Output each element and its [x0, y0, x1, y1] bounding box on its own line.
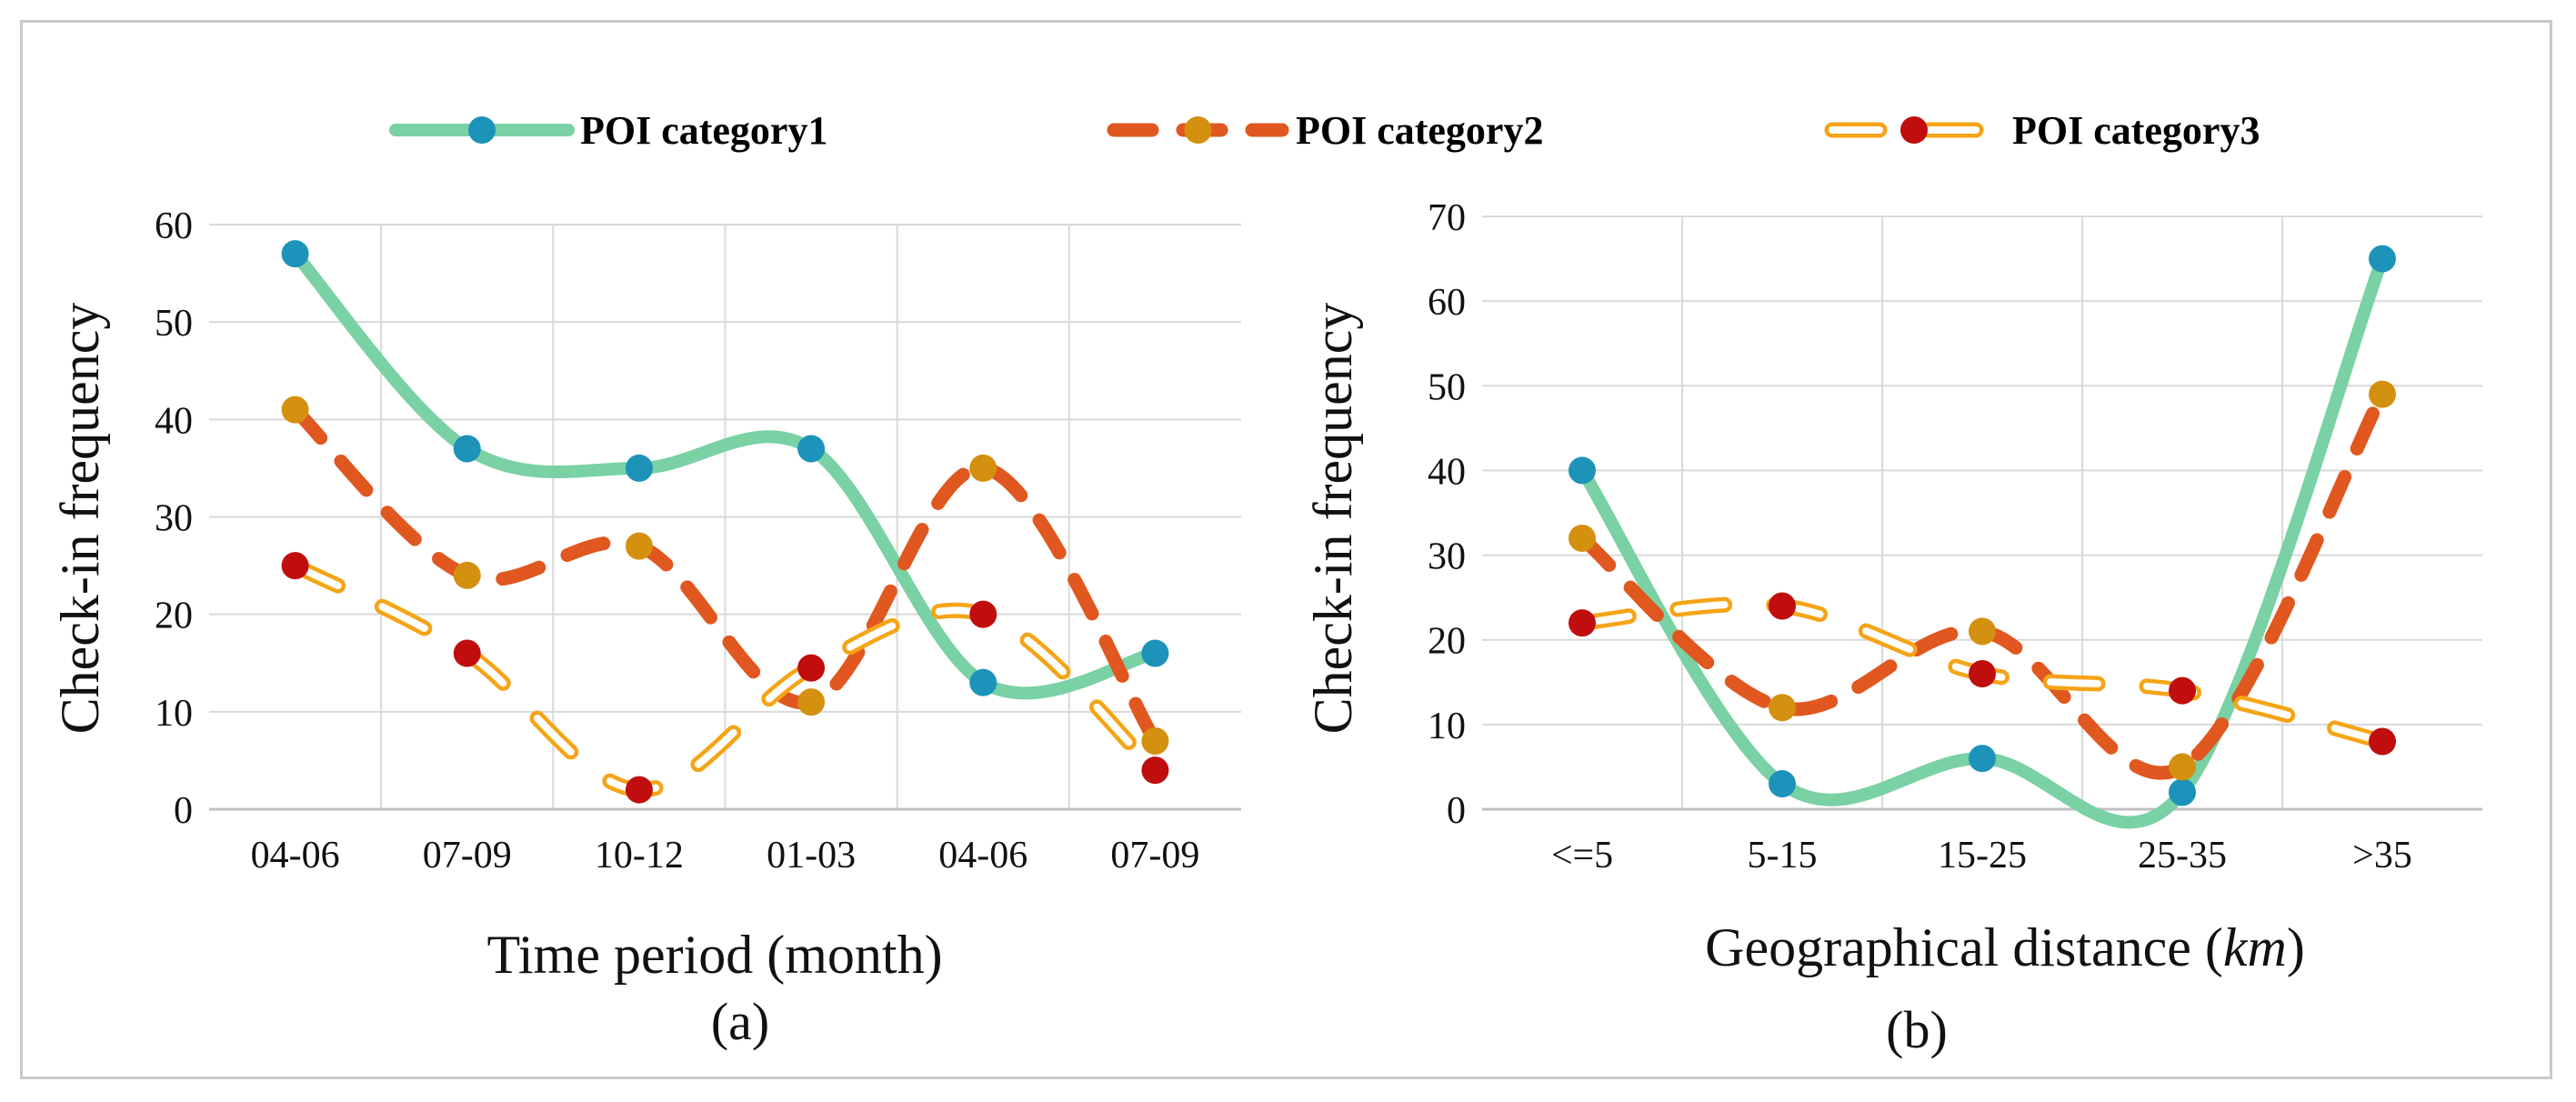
- a-x-tick-label: 07-09: [423, 835, 512, 877]
- legend-label-3: POI category3: [2012, 108, 2260, 153]
- a-series-2-point: [625, 532, 653, 560]
- b-series-1: [1576, 252, 2389, 829]
- a-y-tick-label: 60: [155, 205, 193, 247]
- chart-b-series: [1569, 245, 2396, 829]
- b-x-tick-label: 15-25: [1938, 835, 2027, 877]
- b-series-1-point: [1969, 745, 1996, 773]
- chart-b-x-axis-label: Geographical distance (km): [1705, 917, 2305, 977]
- b-series-2-point: [2369, 380, 2396, 408]
- a-x-tick-label: 07-09: [1110, 835, 1199, 877]
- a-series-3-line: [287, 557, 1163, 798]
- b-series-1-point: [1569, 456, 1596, 485]
- b-x-tick-label: 25-35: [2138, 835, 2227, 877]
- b-series-3-point: [2169, 676, 2196, 705]
- a-series-1-point: [969, 668, 997, 696]
- a-x-tick-label: 04-06: [938, 835, 1027, 877]
- a-series-3-point: [797, 654, 826, 682]
- a-series-1-point: [453, 435, 481, 463]
- chart-a-y-axis-label: Check-in frequency: [50, 303, 110, 735]
- a-series-1-point: [797, 435, 826, 463]
- b-y-tick-label: 60: [1428, 282, 1466, 324]
- a-series-2-point: [797, 688, 826, 716]
- a-x-tick-label: 04-06: [251, 835, 340, 877]
- b-y-tick-label: 10: [1428, 706, 1466, 747]
- b-series-1-point: [2369, 245, 2396, 273]
- b-series-1-point: [1769, 770, 1796, 798]
- figure-frame: [20, 20, 2552, 1079]
- legend-marker-1: [468, 116, 496, 144]
- legend-item-2: POI category2: [1107, 108, 1543, 153]
- a-y-tick-label: 50: [155, 303, 193, 345]
- chart-a-y-ticks: 0 10 20 30 40 50 60: [155, 205, 193, 832]
- a-series-1-point: [1141, 639, 1169, 667]
- a-series-2-point: [281, 396, 309, 424]
- legend-label-2: POI category2: [1296, 108, 1543, 153]
- a-series-2-point: [453, 561, 481, 589]
- a-x-tick-label: 10-12: [595, 835, 684, 877]
- legend: POI category1 POI category2 POI category3: [389, 108, 2260, 153]
- chart-b: 0 10 20 30 40 50 60 70 <=5 5-15 15-25 25-35 >35 Che…: [1303, 197, 2482, 1059]
- a-series-3-point: [281, 552, 309, 580]
- a-x-tick-label: 01-03: [767, 835, 856, 877]
- b-y-tick-label: 70: [1428, 197, 1466, 239]
- b-series-2: [1575, 387, 2390, 780]
- b-series-2-point: [1969, 617, 1996, 646]
- a-y-tick-label: 40: [155, 400, 193, 442]
- chart-b-y-ticks: 0 10 20 30 40 50 60 70: [1428, 197, 1466, 832]
- b-x-tick-label: 5-15: [1748, 835, 1818, 877]
- b-y-tick-label: 30: [1428, 536, 1466, 578]
- b-series-3-point: [1569, 609, 1596, 637]
- a-series-2-point: [969, 454, 997, 482]
- b-series-1-line: [1576, 252, 2389, 829]
- a-series-3: [287, 557, 1163, 798]
- chart-a-x-ticks: 04-06 07-09 10-12 01-03 04-06 07-09: [251, 835, 1200, 877]
- b-y-tick-label: 0: [1447, 790, 1466, 832]
- a-y-tick-label: 30: [155, 498, 193, 540]
- chart-b-y-axis-label: Check-in frequency: [1303, 303, 1363, 735]
- legend-marker-2: [1184, 116, 1212, 144]
- a-series-3-point: [453, 639, 481, 667]
- b-series-3-point: [2369, 727, 2396, 756]
- b-series-3-point: [1969, 659, 1996, 687]
- a-series-2-point: [1141, 726, 1169, 755]
- chart-a-x-axis-label: Time period (month): [486, 925, 942, 985]
- chart-a-series: [281, 240, 1169, 804]
- b-series-2-point: [1569, 524, 1596, 552]
- chart-a-grid: [209, 224, 1241, 811]
- b-series-3-point: [1769, 592, 1796, 620]
- b-series-2-point: [1769, 694, 1796, 722]
- a-y-tick-label: 20: [155, 596, 193, 637]
- legend-item-3: POI category3: [1824, 108, 2260, 153]
- a-series-1-point: [281, 240, 309, 268]
- b-series-2-point: [2169, 753, 2196, 781]
- b-series-1-point: [2169, 778, 2196, 806]
- b-y-tick-label: 20: [1428, 621, 1466, 663]
- b-x-tick-label: >35: [2352, 835, 2412, 877]
- b-y-tick-label: 50: [1428, 366, 1466, 408]
- a-series-3-point: [1141, 756, 1169, 785]
- a-series-1-point: [625, 454, 653, 482]
- a-y-tick-label: 10: [155, 693, 193, 735]
- chart-a-caption: (a): [711, 992, 769, 1051]
- b-y-tick-label: 40: [1428, 451, 1466, 493]
- chart-b-caption: (b): [1886, 1000, 1948, 1059]
- legend-item-1: POI category1: [389, 108, 827, 153]
- b-x-tick-label: <=5: [1551, 835, 1613, 877]
- b-series-2-line: [1575, 387, 2390, 780]
- legend-label-1: POI category1: [580, 108, 827, 153]
- a-series-3-point: [969, 600, 997, 628]
- legend-marker-3: [1900, 116, 1928, 144]
- a-y-tick-label: 0: [174, 790, 193, 832]
- chart-b-x-ticks: <=5 5-15 15-25 25-35 >35: [1551, 835, 2412, 877]
- a-series-3-point: [625, 776, 653, 804]
